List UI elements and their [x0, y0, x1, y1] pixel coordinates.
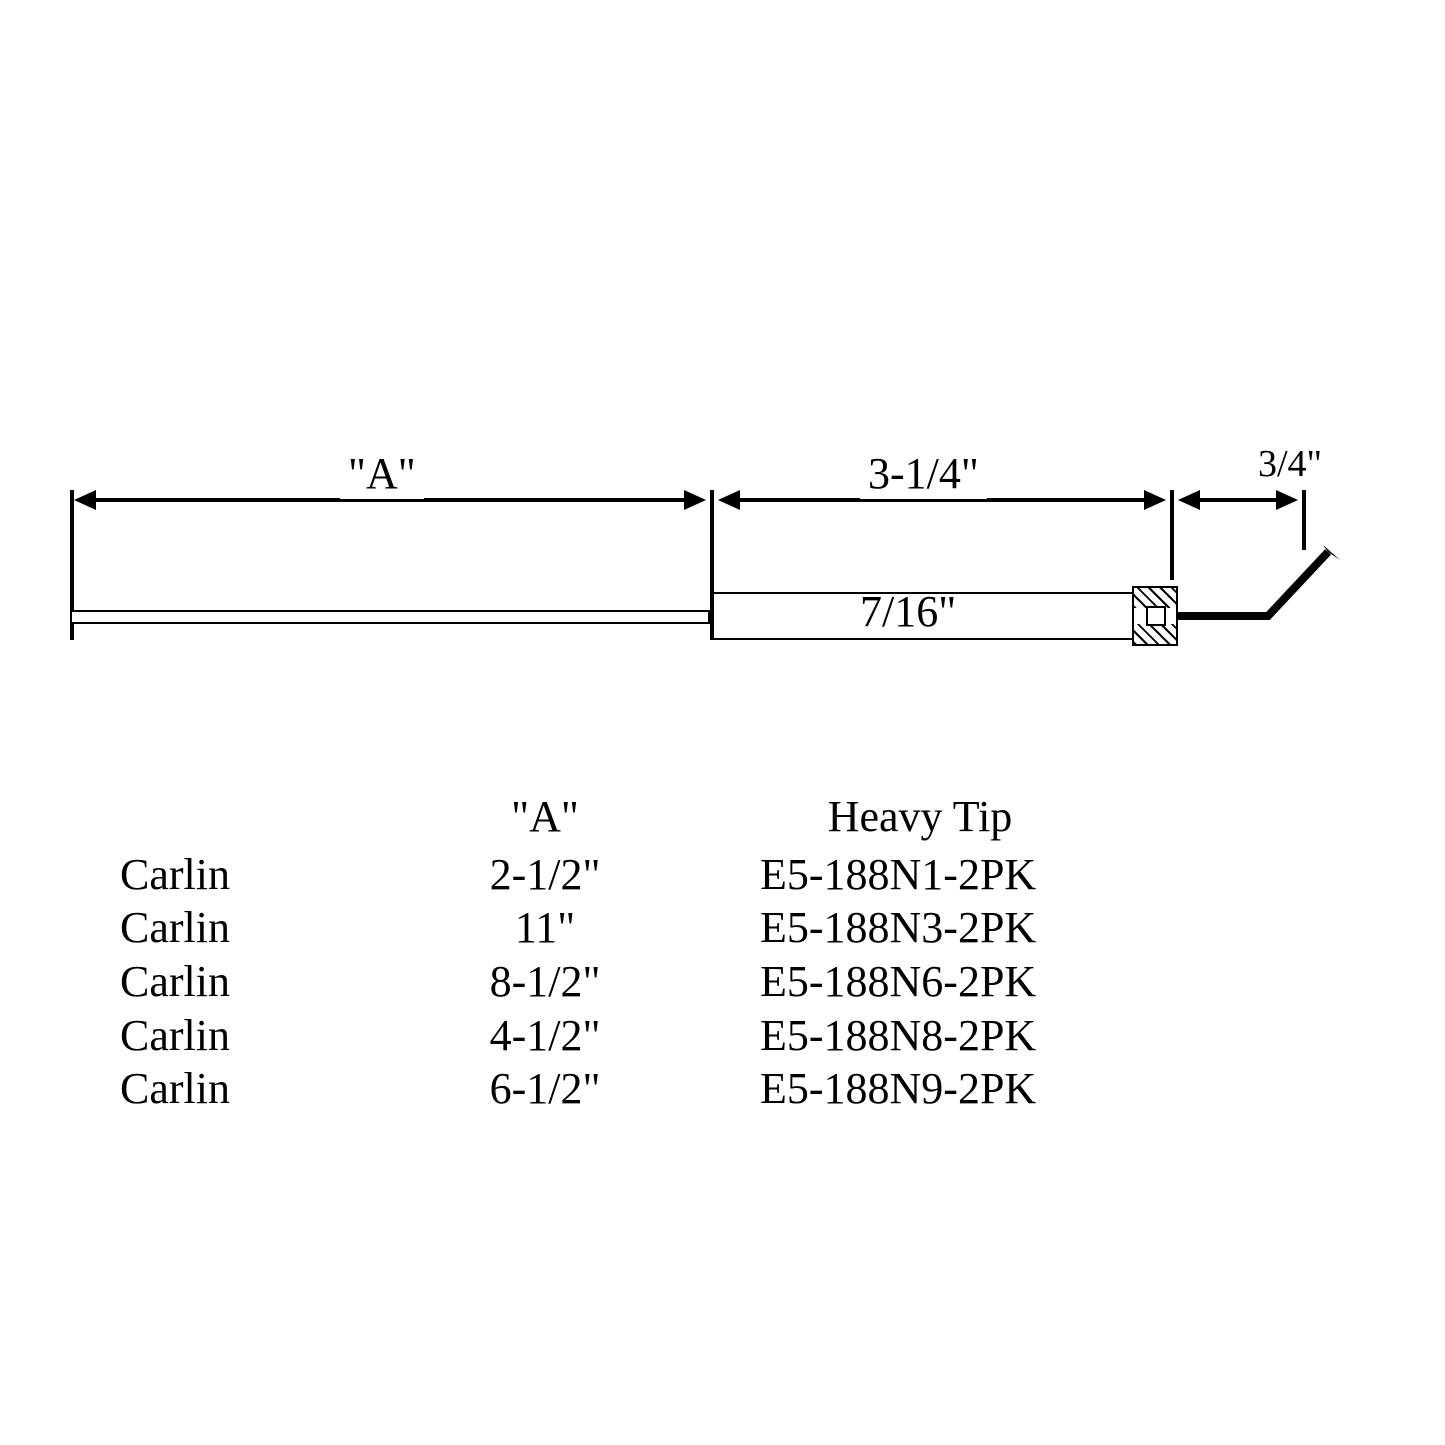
dim-arrow-a-left: [74, 490, 96, 510]
cell-part: E5-188N6-2PK: [700, 955, 1140, 1009]
cell-a: 4-1/2": [390, 1009, 700, 1063]
cell-part: E5-188N8-2PK: [700, 1009, 1140, 1063]
table-header-row: "A" Heavy Tip: [120, 790, 1140, 844]
table-header-a: "A": [390, 790, 700, 844]
part-rod: [70, 610, 710, 624]
dim-label-tip: 3/4": [1254, 442, 1326, 486]
cell-part: E5-188N9-2PK: [700, 1062, 1140, 1116]
table-header-brand: [120, 790, 390, 844]
part-cap-hatch-bottom: [1134, 624, 1176, 644]
cell-a: 2-1/2": [390, 848, 700, 902]
cell-brand: Carlin: [120, 848, 390, 902]
dim-arrow-tip-right: [1276, 490, 1298, 510]
cell-brand: Carlin: [120, 1062, 390, 1116]
cell-a: 6-1/2": [390, 1062, 700, 1116]
ext-line-mid: [710, 490, 714, 605]
table-row: Carlin 6-1/2" E5-188N9-2PK: [120, 1062, 1140, 1116]
cell-brand: Carlin: [120, 955, 390, 1009]
cell-part: E5-188N3-2PK: [700, 901, 1140, 955]
dim-arrow-body-left: [718, 490, 740, 510]
cell-brand: Carlin: [120, 1009, 390, 1063]
dim-line-tip: [1196, 498, 1276, 502]
dim-arrow-body-right: [1144, 490, 1166, 510]
dim-label-diameter: 7/16": [860, 586, 956, 637]
part-tip-wire: [1178, 530, 1358, 650]
dim-arrow-a-right: [684, 490, 706, 510]
table-row: Carlin 4-1/2" E5-188N8-2PK: [120, 1009, 1140, 1063]
cell-brand: Carlin: [120, 901, 390, 955]
parts-table: "A" Heavy Tip Carlin 2-1/2" E5-188N1-2PK…: [120, 790, 1140, 1116]
dim-arrow-tip-left: [1178, 490, 1200, 510]
table-row: Carlin 8-1/2" E5-188N6-2PK: [120, 955, 1140, 1009]
ext-line-body-end: [1170, 490, 1174, 580]
cell-a: 11": [390, 901, 700, 955]
part-cap-inner: [1146, 606, 1166, 626]
dim-label-body: 3-1/4": [860, 448, 987, 499]
table-row: Carlin 2-1/2" E5-188N1-2PK: [120, 848, 1140, 902]
table-row: Carlin 11" E5-188N3-2PK: [120, 901, 1140, 955]
table-header-heavytip: Heavy Tip: [700, 790, 1140, 844]
part-body-joint-line: [710, 592, 714, 640]
cell-a: 8-1/2": [390, 955, 700, 1009]
dim-label-a: "A": [340, 448, 424, 499]
part-cap-hatch-top: [1134, 588, 1176, 608]
cell-part: E5-188N1-2PK: [700, 848, 1140, 902]
